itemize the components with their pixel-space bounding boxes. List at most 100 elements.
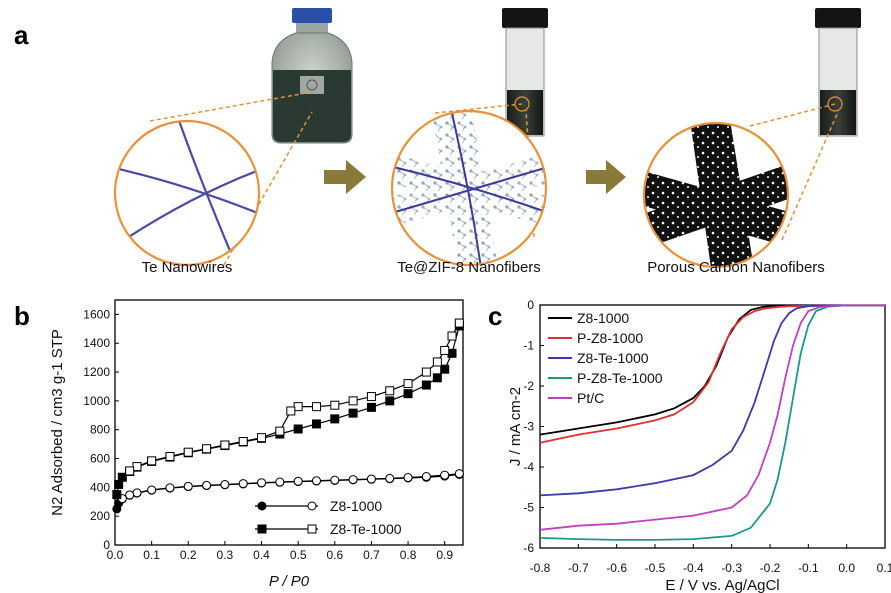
- data-point: [447, 348, 457, 358]
- x-tick-label: -0.2: [760, 561, 781, 575]
- data-point: [348, 475, 358, 485]
- data-point: [165, 452, 175, 462]
- series-z8-1000-desorption: [117, 469, 464, 504]
- y-tick-label: 1200: [83, 365, 110, 379]
- y-tick-label: 1400: [83, 336, 110, 350]
- x-tick-label: -0.5: [645, 561, 666, 575]
- legend-label: Z8-1000: [577, 310, 629, 326]
- series-line: [539, 304, 885, 444]
- arrow-icon: [586, 160, 626, 194]
- data-point: [112, 490, 122, 500]
- data-point: [183, 481, 193, 491]
- legend-item: P-Z8-1000: [548, 330, 643, 346]
- x-tick-label: 0.0: [838, 561, 855, 575]
- y-tick-label: -3: [523, 420, 534, 434]
- data-point: [132, 462, 142, 472]
- data-point: [432, 357, 442, 367]
- x-tick-label: -0.8: [530, 561, 551, 575]
- x-tick-label: 0.3: [217, 548, 234, 562]
- legend-item: P-Z8-Te-1000: [548, 370, 663, 386]
- data-point: [454, 469, 464, 479]
- data-point: [403, 389, 413, 399]
- x-tick-label: -0.3: [721, 561, 742, 575]
- x-axis-label: P / P0: [269, 573, 310, 590]
- legend-label: Z8-Te-1000: [330, 521, 402, 537]
- data-point: [238, 437, 248, 447]
- data-point: [183, 447, 193, 457]
- data-point: [293, 476, 303, 486]
- data-point: [286, 406, 296, 416]
- data-point: [125, 466, 135, 476]
- y-tick-label: -4: [523, 460, 534, 474]
- data-point: [403, 473, 413, 483]
- vial-icon: [502, 8, 548, 137]
- data-point: [348, 396, 358, 406]
- data-point: [440, 364, 450, 374]
- x-tick-label: 0.0: [107, 548, 124, 562]
- x-axis-label: E / V vs. Ag/AgCl: [665, 577, 779, 593]
- data-point: [311, 419, 321, 429]
- data-point: [257, 524, 267, 534]
- panel-letter-a: a: [14, 20, 29, 50]
- y-tick-label: 400: [90, 480, 110, 494]
- x-tick-label: -0.1: [798, 561, 819, 575]
- legend: Z8-1000 Z8-Te-1000: [255, 498, 402, 537]
- data-point: [293, 424, 303, 434]
- arrow-icon: [324, 160, 366, 194]
- legend-item: Z8-1000: [255, 498, 382, 514]
- y-tick-label: 0: [103, 538, 110, 552]
- data-point: [307, 501, 317, 511]
- x-tick-label: 0.7: [363, 548, 380, 562]
- legend-item: Z8-Te-1000: [548, 350, 649, 366]
- data-point: [257, 501, 267, 511]
- data-point: [257, 433, 267, 443]
- data-point: [330, 414, 340, 424]
- x-tick-label: 0.1: [877, 561, 891, 575]
- data-point: [275, 477, 285, 487]
- series-line: [539, 304, 885, 541]
- data-point: [220, 479, 230, 489]
- data-point: [421, 380, 431, 390]
- y-tick-label: 200: [90, 509, 110, 523]
- legend-item: Z8-1000: [548, 310, 629, 326]
- plot-frame: [114, 299, 464, 546]
- data-point: [202, 480, 212, 490]
- panel-letter-b: b: [14, 301, 30, 331]
- x-tick-label: -0.6: [606, 561, 627, 575]
- x-tick-label: 0.8: [400, 548, 417, 562]
- vial-icon: [815, 8, 861, 137]
- data-point: [440, 345, 450, 355]
- y-tick-label: 800: [90, 423, 110, 437]
- legend-item: Z8-Te-1000: [255, 521, 402, 537]
- data-point: [421, 472, 431, 482]
- data-point: [366, 474, 376, 484]
- y-tick-label: 1600: [83, 307, 110, 321]
- data-point: [447, 331, 457, 341]
- y-axis-label: N2 Adsorbed / cm3 g-1 STP: [49, 329, 66, 516]
- polarization-chart: -0.8 -0.7 -0.6 -0.5 -0.4 -0.3 -0.2 -0.1 0.0 0.1 0 -…: [507, 298, 891, 593]
- data-point: [385, 473, 395, 483]
- caption-porous-carbon: Porous Carbon Nanofibers: [647, 259, 825, 276]
- bottle-icon: [271, 8, 353, 144]
- x-tick-label: 0.1: [143, 548, 160, 562]
- x-tick-label: 0.6: [326, 548, 343, 562]
- legend-label: Z8-Te-1000: [577, 350, 649, 366]
- x-tick-label: 0.5: [290, 548, 307, 562]
- data-point: [117, 472, 127, 482]
- data-point: [432, 373, 442, 383]
- y-tick-label: 0: [527, 298, 534, 312]
- legend: Z8-1000 P-Z8-1000 Z8-Te-1000 P-Z8-Te-1000 Pt…: [548, 310, 663, 406]
- data-point: [385, 386, 395, 396]
- caption-te-nanowires: Te Nanowires: [142, 259, 233, 276]
- isotherm-chart: 0.0 0.1 0.2 0.3 0.4 0.5 0.6 0.7 0.8 0.9 0 200 400 600…: [49, 299, 464, 590]
- x-tick-label: -0.4: [683, 561, 704, 575]
- series-line: [539, 304, 885, 531]
- data-point: [454, 318, 464, 328]
- te-nanowires-circle: [113, 91, 313, 267]
- x-tick-label: 0.4: [253, 548, 270, 562]
- te-zif8-circle: [390, 103, 548, 267]
- data-point: [330, 475, 340, 485]
- data-point: [257, 478, 267, 488]
- caption-te-zif8: Te@ZIF-8 Nanofibers: [397, 259, 541, 276]
